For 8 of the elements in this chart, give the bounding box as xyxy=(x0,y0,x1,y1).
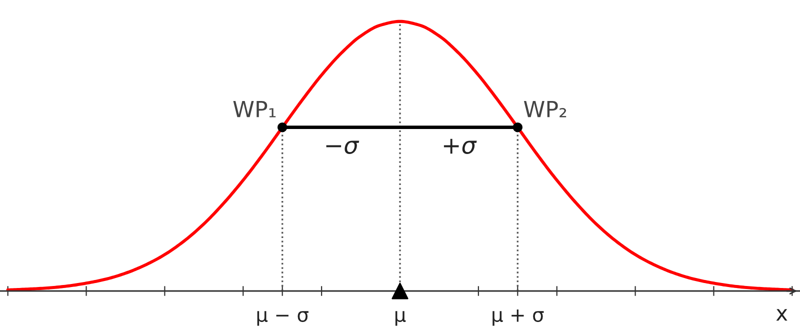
x-tick-label: μ − σ xyxy=(257,311,308,326)
annotation: WP₁ xyxy=(233,100,276,118)
x-tick-label: μ + σ xyxy=(492,310,544,326)
annotation: −σ xyxy=(326,140,360,154)
annotation: +σ xyxy=(444,138,477,154)
x-tick-label: μ xyxy=(395,311,406,326)
annotation: WP₂ xyxy=(524,100,566,118)
x-axis-title: x xyxy=(776,309,788,321)
